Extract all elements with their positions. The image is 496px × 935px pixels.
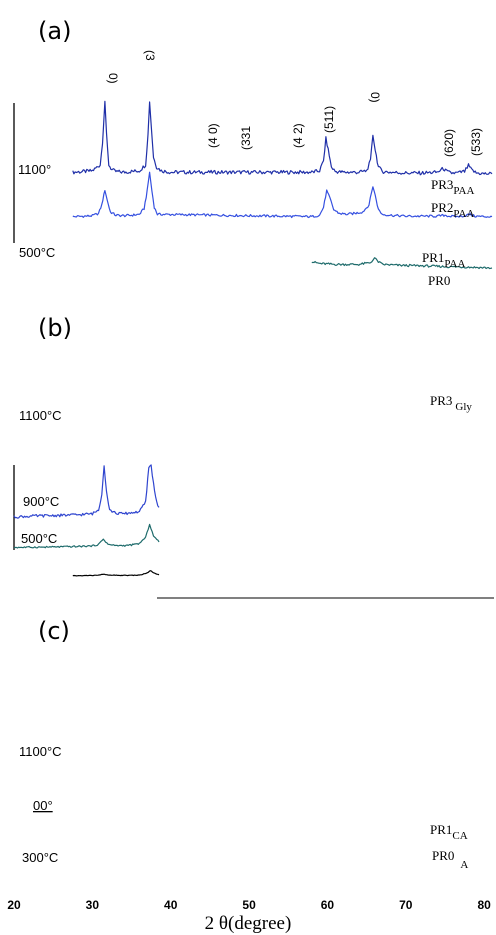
panel-b-temp-900: 900°C (23, 494, 59, 509)
panel-a-temp-1100: 1100° (18, 162, 51, 177)
x-tick-label: 80 (477, 898, 491, 912)
panel-a: (a) 1100° 500°C 0) (3 (4 0) (331 (4 2) (… (13, 17, 493, 288)
panel-a-reflection-label: (533) (469, 128, 483, 156)
panel-a-reflection-label: 0) (106, 73, 120, 84)
panel-a-curves (72, 100, 493, 270)
panel-b-temp-500: 500°C (21, 531, 57, 546)
panel-a-sample-label-pr2: PR2PAA (431, 200, 474, 220)
x-tick-label: 50 (242, 898, 256, 912)
x-axis-ticks: 20 30 40 50 60 70 80 (7, 898, 491, 912)
panel-c-letter: (c) (38, 617, 70, 645)
panel-a-reflection-label: (331 (239, 126, 253, 150)
xrd-pattern-line (72, 100, 493, 176)
x-tick-label: 30 (86, 898, 100, 912)
x-tick-label: 20 (7, 898, 21, 912)
panel-a-reflection-label: (4 0) (206, 123, 220, 148)
x-axis-title: 2 θ(degree) (205, 913, 292, 934)
panel-c: (c) 1100°C 00° 300°C PR1CA PR0A 20 30 40 50… (7, 617, 491, 934)
panel-a-reflection-label: (4 2) (291, 123, 305, 148)
panel-c-sample-label-pr0: PR0A (432, 848, 468, 871)
xrd-pattern-line (311, 257, 493, 270)
x-tick-label: 40 (164, 898, 178, 912)
xrd-pattern-line (72, 171, 493, 219)
panel-c-temp-300: 300°C (22, 850, 58, 865)
panel-a-sample-label-pr1: PR1PAA (422, 250, 465, 270)
xrd-pattern-line (13, 523, 160, 549)
x-tick-label: 70 (399, 898, 413, 912)
panel-c-sample-label-pr1: PR1CA (430, 822, 468, 842)
panel-a-letter: (a) (38, 17, 71, 45)
panel-a-temp-500: 500°C (19, 245, 55, 260)
panel-c-temp-1100: 1100°C (19, 744, 62, 759)
panel-b-curves (13, 464, 160, 577)
panel-b-temp-1100: 1100°C (19, 408, 62, 423)
x-tick-label: 60 (321, 898, 335, 912)
panel-a-reflection-label: 0) (368, 92, 382, 103)
panel-a-reflection-label: (511) (322, 106, 336, 133)
xrd-pattern-line (13, 464, 160, 519)
panel-b-sample-label-pr3: PR3 Gly (430, 393, 472, 413)
xrd-pattern-line (72, 570, 160, 577)
panel-a-sample-label-pr3: PR3PAA (431, 177, 474, 197)
panel-a-reflection-label: (620) (442, 129, 456, 157)
panel-b-letter: (b) (38, 314, 72, 342)
panel-c-temp-partial: 00° (33, 798, 53, 813)
panel-a-reflection-label: (3 (143, 50, 157, 61)
panel-a-sample-label-pr0: PR0 (428, 273, 450, 288)
panel-b: (b) 1100°C 900°C 500°C PR3 Gly (13, 314, 494, 599)
